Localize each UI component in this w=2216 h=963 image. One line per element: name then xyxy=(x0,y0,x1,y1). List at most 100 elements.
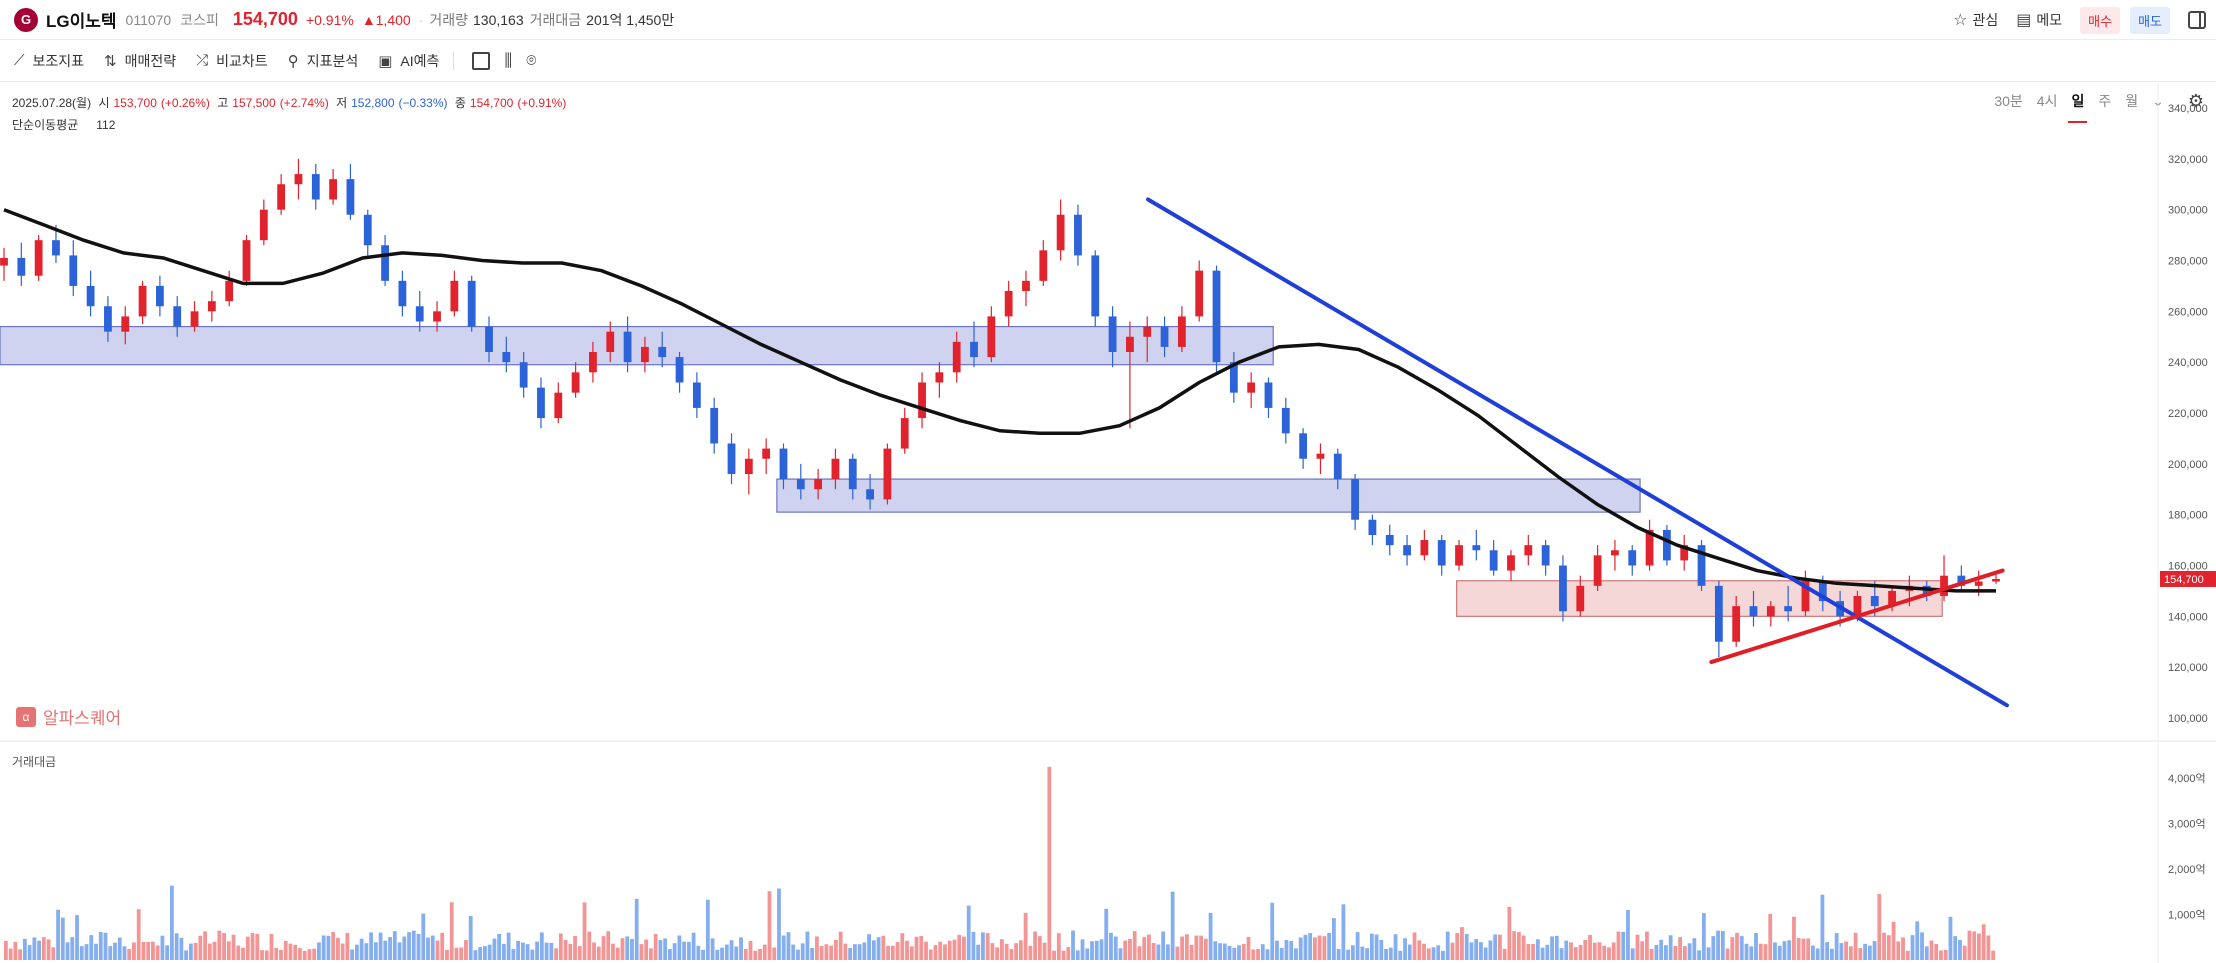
candlestick-type-icon[interactable]: ⫼ xyxy=(504,50,513,70)
volume-bar xyxy=(772,947,777,960)
volume-bar xyxy=(250,933,255,960)
timeframe-day[interactable]: 일 xyxy=(2068,93,2088,123)
candle-body xyxy=(1749,606,1758,617)
volume-bar xyxy=(1697,950,1701,960)
volume-bar xyxy=(193,942,198,960)
volume-bar xyxy=(573,935,577,960)
volume-bar xyxy=(464,940,468,960)
volume-bar xyxy=(810,947,815,960)
timeframe-week[interactable]: 주 xyxy=(2098,93,2112,109)
candle-body xyxy=(918,382,926,419)
price-tick-label: 340,000 xyxy=(2168,103,2208,115)
volume-bar xyxy=(492,938,497,960)
volume-bar xyxy=(1758,943,1763,960)
watchlist-button[interactable]: ☆ 관심 xyxy=(1953,10,1998,30)
analysis-button[interactable]: ⚲ 지표분석 xyxy=(288,51,359,71)
volume-bar xyxy=(1507,906,1512,960)
volume-value: 130,163 xyxy=(473,11,524,28)
indicators-button[interactable]: ⟋ 보조지표 xyxy=(14,51,84,71)
volume-bar xyxy=(473,950,478,960)
volume-bar xyxy=(677,935,682,960)
ai-predict-button[interactable]: ▣ AI예측 xyxy=(378,51,439,71)
volume-bar xyxy=(46,939,51,960)
volume-bar xyxy=(1000,939,1004,960)
compare-button[interactable]: ⤮ 비교차트 xyxy=(196,51,268,71)
volume-bar xyxy=(1308,933,1313,960)
candle-body xyxy=(1108,316,1117,352)
volume-bar xyxy=(535,941,539,960)
volume-bar xyxy=(1099,939,1104,960)
volume-bar xyxy=(1194,935,1199,960)
volume-bar xyxy=(1796,938,1801,960)
volume-bar xyxy=(1882,932,1886,960)
volume-bar xyxy=(1573,947,1578,960)
volume-tick-label: 4,000억 xyxy=(2168,772,2206,785)
volume-bar xyxy=(198,935,203,960)
volume-bar xyxy=(957,934,962,960)
volume-bar xyxy=(245,936,250,960)
timeframe-30min[interactable]: 30분 xyxy=(1994,93,2023,109)
volume-bar xyxy=(108,946,113,960)
close-change: (+0.91%) xyxy=(517,96,567,110)
volume-bar xyxy=(871,940,876,960)
volume-bar xyxy=(520,942,525,960)
volume-bar xyxy=(1853,932,1858,960)
volume-bar xyxy=(1934,943,1939,960)
camera-icon[interactable]: ⌾ xyxy=(526,50,537,70)
price-tick-label: 180,000 xyxy=(2168,510,2208,522)
volume-bar xyxy=(8,948,13,960)
volume-bar xyxy=(933,945,938,960)
candle-body xyxy=(34,240,43,276)
memo-button[interactable]: ▤ 메모 xyxy=(2016,10,2062,30)
candle-body xyxy=(1143,326,1152,337)
sell-button[interactable]: 매도 xyxy=(2130,6,2170,34)
candle-body xyxy=(1974,581,1983,586)
candle-body xyxy=(1593,555,1602,586)
high-value: 157,500 xyxy=(232,96,276,110)
stock-name[interactable]: LG이노텍 xyxy=(46,12,117,31)
volume-bar xyxy=(1422,943,1426,960)
volume-bar xyxy=(1569,942,1573,960)
candle-body xyxy=(485,326,493,352)
volume-bar xyxy=(1180,936,1185,960)
volume-bar xyxy=(1033,931,1037,960)
ai-predict-label: AI예측 xyxy=(400,52,440,69)
candle-body xyxy=(1766,606,1775,617)
side-panel-toggle-icon[interactable] xyxy=(2188,11,2206,29)
volume-bar xyxy=(909,946,914,960)
volume-bar xyxy=(1213,941,1218,960)
volume-bar xyxy=(1626,910,1630,960)
buy-button[interactable]: 매수 xyxy=(2080,6,2121,34)
timeframe-4hour[interactable]: 4시 xyxy=(2036,93,2058,109)
volume-bar xyxy=(943,944,947,960)
volume-bar xyxy=(1322,936,1327,960)
price-tick-label: 260,000 xyxy=(2168,306,2208,318)
drawing-rectangle-icon[interactable] xyxy=(472,51,491,70)
volume-bar xyxy=(710,938,715,960)
settings-gear-icon[interactable]: ⚙ xyxy=(2187,90,2204,111)
volume-bar xyxy=(1706,947,1711,960)
volume-bar xyxy=(174,933,179,960)
volume-bar xyxy=(777,888,781,960)
trendline-downtrend xyxy=(1146,197,2009,708)
volume-bar xyxy=(1711,936,1716,960)
timeframe-month[interactable]: 월 xyxy=(2125,93,2139,109)
open-label: 시 xyxy=(98,96,110,110)
volume-bar xyxy=(188,943,193,960)
moving-average-line xyxy=(3,208,1996,593)
strategy-button[interactable]: ⇅ 매매전략 xyxy=(104,51,176,71)
ma-legend[interactable]: 단순이동평균 112 xyxy=(12,116,115,133)
volume-bar xyxy=(364,943,369,960)
candle-body xyxy=(710,407,719,444)
volume-bar xyxy=(881,935,886,960)
ma-legend-period: 112 xyxy=(96,118,116,132)
volume-bar xyxy=(796,949,800,960)
amount-label: 거래대금 xyxy=(529,11,582,28)
volume-bar xyxy=(658,940,663,960)
volume-bar xyxy=(1929,940,1934,960)
volume-bar xyxy=(1237,945,1241,960)
candle-body xyxy=(329,179,338,200)
volume-bar xyxy=(990,943,995,960)
candle-body xyxy=(1420,540,1429,556)
